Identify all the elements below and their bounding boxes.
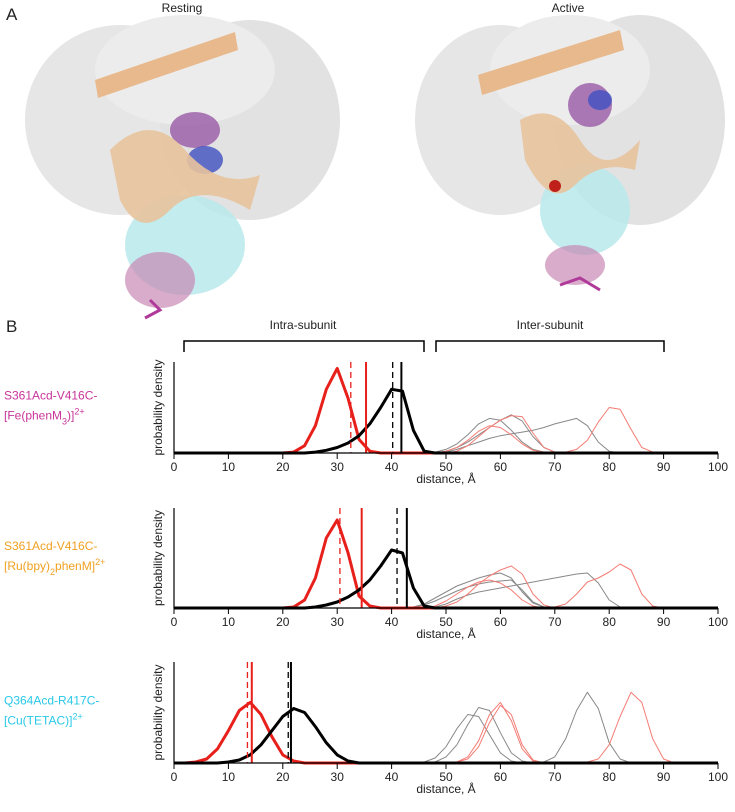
row-label: S361Acd-V416C-	[4, 389, 97, 403]
x-tick-label: 50	[439, 770, 453, 784]
row-label: [Cu(TETAC)]2+	[4, 712, 83, 728]
density-curve	[174, 407, 718, 454]
bracket	[435, 340, 665, 352]
x-tick-label: 60	[494, 615, 508, 629]
density-curve	[174, 415, 718, 454]
structure-title: Active	[552, 1, 585, 15]
density-curve	[174, 707, 718, 765]
bracket-label: Inter-subunit	[517, 318, 584, 332]
density-curve	[174, 417, 718, 454]
density-curve	[174, 565, 718, 609]
x-tick-label: 70	[548, 770, 562, 784]
row-label: [Ru(bpy)2phenM]2+	[4, 557, 105, 577]
density-curve	[174, 691, 718, 764]
row-label-part: 2+	[72, 712, 82, 722]
density-curve	[174, 417, 718, 454]
active-structure	[415, 15, 725, 292]
row-label-part: 2	[50, 567, 55, 577]
density-curve	[174, 518, 718, 610]
density-curve	[174, 572, 718, 609]
x-tick-label: 0	[171, 615, 178, 629]
x-tick-label: 30	[331, 770, 345, 784]
row-label-part: 2+	[74, 407, 84, 417]
x-tick-label: 90	[657, 460, 671, 474]
row-label: Q364Acd-R417C-	[4, 694, 99, 708]
x-tick-label: 0	[171, 770, 178, 784]
row-label-part: )]	[67, 409, 74, 423]
panel-label: B	[6, 317, 17, 336]
density-curve	[174, 414, 718, 454]
row-label-part: phenM]	[55, 559, 95, 573]
x-tick-label: 10	[222, 460, 236, 474]
y-axis-label: probability density	[151, 510, 165, 606]
row-label-part: [Cu(TETAC)]	[4, 714, 72, 728]
x-tick-label: 90	[657, 770, 671, 784]
y-axis-label: probability density	[151, 359, 165, 455]
x-tick-label: 50	[439, 615, 453, 629]
row-label-part: 2+	[95, 557, 105, 567]
x-tick-label: 100	[708, 460, 728, 474]
x-tick-label: 80	[603, 615, 617, 629]
x-tick-label: 40	[385, 770, 399, 784]
bracket-label: Intra-subunit	[270, 318, 337, 332]
x-tick-label: 20	[276, 770, 290, 784]
bracket	[183, 340, 425, 352]
x-tick-label: 70	[548, 615, 562, 629]
x-tick-label: 30	[331, 460, 345, 474]
y-axis-label: probability density	[151, 664, 165, 760]
row-label-part: 3	[62, 417, 67, 427]
density-curve	[174, 548, 718, 610]
row-label: [Fe(phenM3)]2+	[4, 407, 85, 427]
x-axis-label: distance, Å	[416, 781, 475, 796]
density-curve	[174, 572, 718, 609]
density-curve	[174, 707, 718, 764]
row-label-part: [Ru(bpy)	[4, 559, 50, 573]
x-tick-label: 80	[603, 460, 617, 474]
x-tick-label: 20	[276, 460, 290, 474]
x-tick-label: 0	[171, 460, 178, 474]
resting-structure	[25, 15, 340, 320]
x-tick-label: 70	[548, 460, 562, 474]
row-label-part: [Fe(phenM	[4, 409, 62, 423]
density-curve	[174, 366, 718, 455]
x-tick-label: 80	[603, 770, 617, 784]
x-tick-label: 100	[708, 770, 728, 784]
density-curve	[174, 700, 718, 765]
x-tick-label: 90	[657, 615, 671, 629]
density-curve	[174, 714, 718, 764]
x-axis-label: distance, Å	[416, 471, 475, 486]
x-tick-label: 30	[331, 615, 345, 629]
x-tick-label: 40	[385, 615, 399, 629]
density-curve	[174, 704, 718, 764]
density-curve	[174, 691, 718, 764]
x-axis-label: distance, Å	[416, 626, 475, 641]
x-tick-label: 20	[276, 615, 290, 629]
x-tick-label: 10	[222, 615, 236, 629]
density-curve	[174, 387, 718, 455]
structure-title: Resting	[162, 1, 203, 15]
density-curve	[174, 701, 718, 764]
x-tick-label: 50	[439, 460, 453, 474]
x-tick-label: 40	[385, 460, 399, 474]
x-tick-label: 60	[494, 460, 508, 474]
x-tick-label: 100	[708, 615, 728, 629]
x-tick-label: 60	[494, 770, 508, 784]
panel-label: A	[6, 5, 18, 24]
x-tick-label: 10	[222, 770, 236, 784]
row-label: S361Acd-V416C-	[4, 539, 97, 553]
